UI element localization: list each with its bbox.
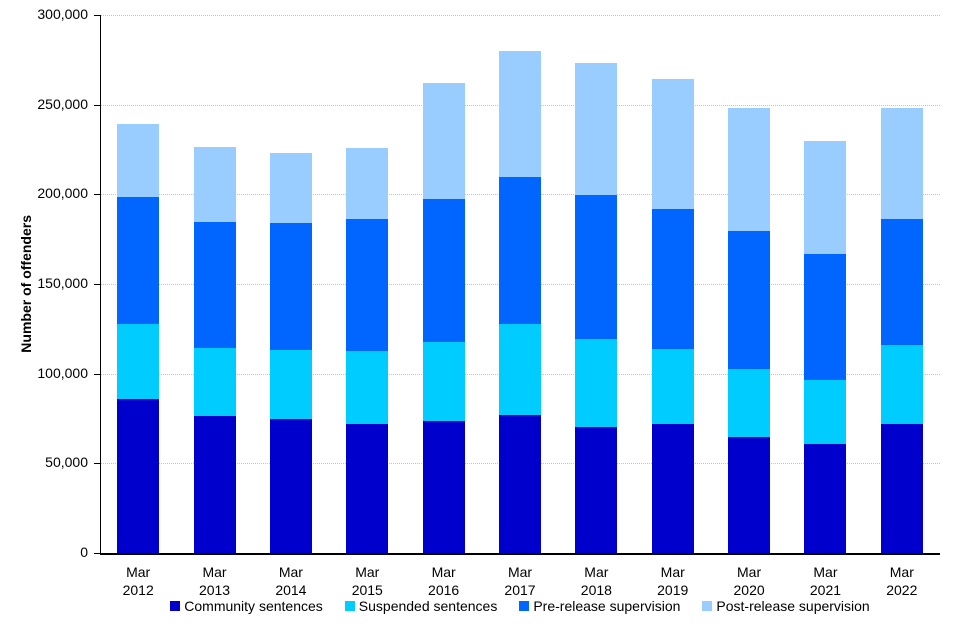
y-tick-mark bbox=[94, 463, 100, 465]
y-tick-label: 150,000 bbox=[37, 275, 88, 291]
bar-segment bbox=[346, 147, 389, 219]
x-axis-label: Mar 2017 bbox=[504, 564, 536, 598]
bar-segment bbox=[193, 347, 236, 416]
bar-segment bbox=[346, 423, 389, 553]
bar-segment bbox=[346, 218, 389, 352]
legend-label: Post-release supervision bbox=[716, 598, 870, 614]
y-tick-mark bbox=[94, 553, 100, 554]
x-axis-label: Mar 2020 bbox=[733, 564, 765, 598]
bar-segment bbox=[499, 324, 541, 415]
y-tick-mark bbox=[94, 284, 100, 285]
legend-color-swatch bbox=[344, 601, 355, 611]
bar-segment bbox=[422, 198, 465, 343]
legend-item: Post-release supervision bbox=[702, 598, 870, 614]
y-tick-label: 50,000 bbox=[45, 454, 88, 471]
bar-segment bbox=[880, 108, 923, 219]
bar-segment bbox=[575, 427, 618, 553]
x-axis-line bbox=[100, 553, 940, 555]
bar-segment bbox=[499, 50, 541, 178]
legend-item: Pre-release supervision bbox=[519, 598, 680, 614]
x-axis-label: Mar 2016 bbox=[428, 564, 460, 598]
y-axis-line bbox=[100, 15, 101, 555]
bar-segment bbox=[117, 197, 160, 325]
legend-label: Pre-release supervision bbox=[533, 598, 681, 614]
bar-segment bbox=[499, 177, 541, 325]
bar-segment bbox=[193, 222, 236, 348]
bar-segment bbox=[728, 369, 771, 438]
y-tick-label: 200,000 bbox=[37, 185, 88, 202]
y-tick-mark bbox=[94, 15, 100, 16]
bar-segment bbox=[269, 350, 312, 420]
x-axis-label: Mar 2018 bbox=[580, 564, 612, 598]
bar-segment bbox=[269, 419, 312, 553]
bar-segment bbox=[651, 208, 694, 350]
x-axis-label: Mar 2022 bbox=[886, 564, 918, 598]
bar-segment bbox=[880, 423, 923, 553]
bar-segment bbox=[804, 254, 847, 380]
x-axis-label: Mar 2015 bbox=[351, 564, 383, 598]
y-tick-mark bbox=[94, 373, 100, 375]
y-tick-label: 100,000 bbox=[37, 364, 88, 381]
bar-segment bbox=[117, 124, 160, 198]
y-tick-mark bbox=[94, 104, 100, 106]
bar-segment bbox=[880, 344, 923, 424]
x-axis-label: Mar 2014 bbox=[275, 564, 307, 598]
bar-segment bbox=[804, 443, 847, 553]
bar-segment bbox=[804, 140, 847, 255]
bar-segment bbox=[117, 398, 160, 553]
bar-segment bbox=[269, 153, 312, 224]
legend-color-swatch bbox=[170, 601, 181, 611]
bar-segment bbox=[193, 146, 236, 223]
legend-label: Suspended sentences bbox=[358, 598, 498, 614]
y-tick-label: 250,000 bbox=[37, 95, 88, 112]
legend-label: Community sentences bbox=[184, 598, 323, 614]
gridline bbox=[101, 15, 940, 16]
bar-segment bbox=[880, 218, 923, 345]
bar-segment bbox=[728, 231, 771, 370]
y-tick-label: 0 bbox=[80, 544, 88, 560]
legend: Community sentences Suspended sentences Pr… bbox=[100, 597, 940, 615]
x-axis-label: Mar 2019 bbox=[657, 564, 689, 598]
bar-segment bbox=[575, 63, 618, 196]
legend-item: Community sentences bbox=[170, 598, 323, 614]
bar-segment bbox=[651, 78, 694, 209]
bar-segment bbox=[575, 338, 618, 428]
bar-segment bbox=[651, 423, 694, 553]
legend-color-swatch bbox=[702, 601, 713, 611]
bar-segment bbox=[728, 437, 771, 553]
x-axis-label: Mar 2021 bbox=[809, 564, 842, 598]
x-axis-label: Mar 2013 bbox=[198, 564, 231, 598]
y-tick-mark bbox=[94, 194, 100, 196]
bar-segment bbox=[422, 83, 465, 199]
bar-segment bbox=[193, 415, 236, 553]
bar-segment bbox=[422, 421, 465, 553]
bar-segment bbox=[804, 379, 847, 444]
bar-segment bbox=[269, 223, 312, 351]
bar-segment bbox=[346, 351, 389, 424]
bar-segment bbox=[728, 108, 771, 232]
bar-segment bbox=[422, 342, 465, 422]
bar-segment bbox=[499, 414, 541, 553]
legend-item: Suspended sentences bbox=[344, 598, 498, 614]
y-tick-label: 300,000 bbox=[37, 6, 88, 22]
bar-segment bbox=[117, 324, 160, 399]
bar-segment bbox=[575, 195, 618, 339]
bar-segment bbox=[651, 349, 694, 424]
legend-color-swatch bbox=[519, 601, 530, 611]
x-axis-label: Mar 2012 bbox=[122, 564, 154, 598]
